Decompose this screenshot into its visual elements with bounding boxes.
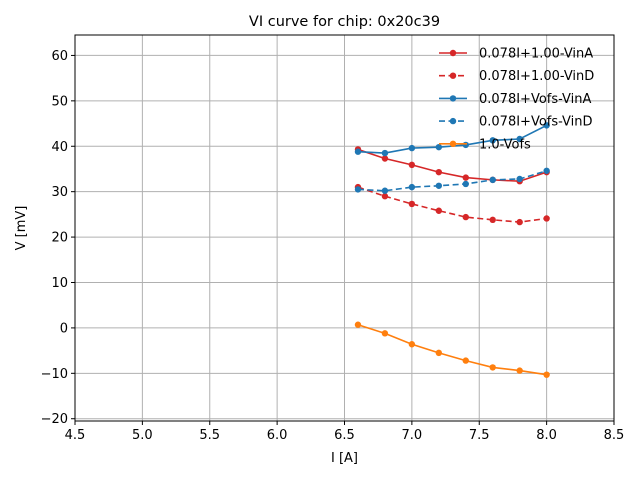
legend-item: 0.078I+1.00-VinA [439, 47, 593, 62]
data-point [408, 161, 416, 169]
y-tick-label: 0 [60, 321, 68, 336]
legend-item: 0.078I+1.00-VinD [439, 69, 594, 84]
y-tick-label: 10 [51, 276, 68, 291]
legend-item: 0.078I+Vofs-VinA [439, 92, 592, 107]
data-point [408, 144, 416, 152]
data-point [489, 137, 496, 144]
data-point [516, 367, 523, 374]
y-tick-label: −10 [41, 367, 68, 382]
y-tick-label: 50 [51, 94, 68, 109]
data-point [381, 155, 389, 162]
data-point [435, 349, 443, 357]
data-point [354, 186, 362, 193]
y-tick-label: 20 [51, 231, 68, 246]
legend-swatch-marker [449, 117, 457, 125]
y-tick-label: 40 [51, 140, 68, 155]
chart-title: VI curve for chip: 0x20c39 [249, 14, 440, 30]
data-point [435, 207, 443, 214]
series-1.0-Vofs [354, 321, 550, 378]
y-tick-label: 30 [51, 185, 68, 200]
legend-swatch-marker [449, 49, 457, 57]
data-point [543, 215, 550, 222]
data-point [435, 168, 443, 176]
series-layer [354, 122, 550, 378]
data-point [408, 341, 416, 348]
data-point [381, 193, 389, 200]
data-point [408, 183, 416, 191]
data-point [462, 180, 469, 188]
legend-label: 0.078I+Vofs-VinA [479, 92, 592, 107]
y-tick-label: −20 [41, 412, 68, 427]
data-point [435, 182, 443, 189]
data-point [462, 141, 469, 149]
data-point [381, 149, 389, 157]
data-point [489, 216, 496, 224]
data-point [516, 135, 523, 143]
x-tick-label: 5.0 [132, 428, 153, 443]
y-axis: −20 −10 0 10 20 30 40 50 60 [41, 49, 75, 427]
series-0.078I+Vofs-VinD [354, 167, 550, 194]
x-axis: 4.5 5.0 5.5 6.0 6.5 7.0 7.5 8.0 8.5 [65, 421, 625, 443]
legend-label: 1.0-Vofs [479, 137, 531, 152]
data-point [489, 176, 496, 184]
x-tick-label: 8.0 [536, 428, 557, 443]
data-point [381, 187, 389, 194]
data-point [435, 143, 443, 151]
data-point [462, 174, 469, 181]
data-point [543, 371, 550, 378]
legend-swatch-marker [449, 95, 457, 102]
data-point [543, 122, 550, 129]
data-point [516, 218, 523, 226]
data-point [516, 175, 523, 183]
data-point [354, 148, 362, 155]
x-tick-label: 6.5 [334, 428, 355, 443]
legend-label: 0.078I+Vofs-VinD [479, 115, 593, 130]
x-tick-label: 4.5 [65, 428, 86, 443]
legend-swatch-marker [449, 140, 457, 147]
series-line [357, 323, 547, 376]
data-point [354, 321, 362, 328]
legend-swatch-marker [449, 72, 457, 79]
legend-label: 0.078I+1.00-VinD [479, 69, 594, 84]
data-point [408, 200, 416, 208]
legend-item: 0.078I+Vofs-VinD [439, 115, 593, 130]
x-tick-label: 8.5 [604, 428, 625, 443]
data-point [462, 213, 469, 221]
grid [74, 35, 615, 421]
x-tick-label: 5.5 [199, 428, 220, 443]
x-tick-label: 7.5 [469, 428, 490, 443]
data-point [381, 330, 389, 337]
y-axis-label: V [mV] [14, 206, 29, 251]
data-point [462, 357, 469, 364]
x-axis-label: I [A] [331, 451, 358, 466]
data-point [489, 364, 496, 371]
x-tick-label: 7.0 [402, 428, 423, 443]
data-point [543, 167, 550, 174]
series-line [357, 148, 547, 183]
legend-item: 1.0-Vofs [439, 137, 531, 152]
y-tick-label: 60 [51, 49, 68, 64]
x-tick-label: 6.0 [267, 428, 288, 443]
series-line [357, 170, 547, 192]
legend-label: 0.078I+1.00-VinA [479, 47, 593, 62]
series-line [357, 186, 547, 223]
legend: 0.078I+1.00-VinA 0.078I+1.00-VinD 0.078I+V… [439, 47, 594, 152]
